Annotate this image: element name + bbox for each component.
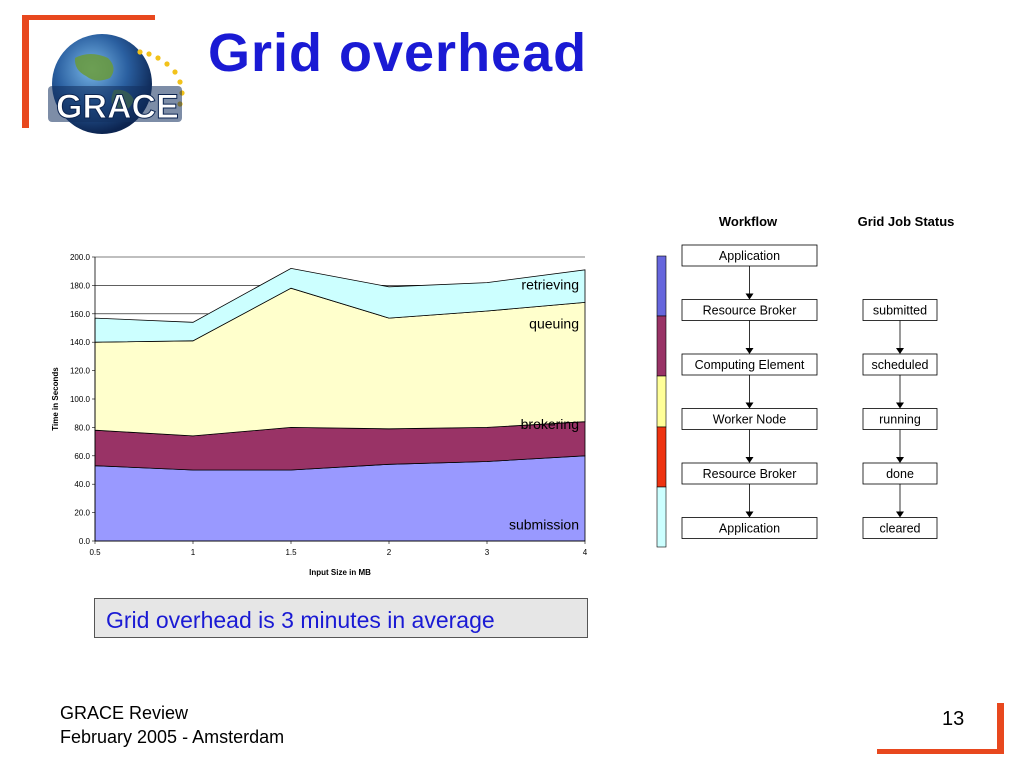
status-arrowhead	[896, 348, 904, 354]
workflow-box-label: Application	[719, 249, 780, 263]
chart-y-tick-label: 20.0	[74, 509, 90, 518]
chart-areas	[94, 267, 586, 542]
chart-y-tick-label: 160.0	[70, 310, 91, 319]
workflow-arrowhead	[745, 402, 754, 409]
workflow-header: Workflow	[719, 214, 778, 229]
workflow-diagram: Workflow Grid Job Status Application Reso…	[656, 214, 955, 548]
chart-x-tick-labels: 0.5 1 1.5 2 3 4	[89, 548, 587, 557]
chart-y-tick-label: 0.0	[79, 537, 91, 546]
workflow-box-label: Resource Broker	[703, 467, 797, 481]
status-bar-segment	[656, 315, 667, 377]
chart-y-axis-label: Time in Seconds	[51, 367, 60, 431]
status-arrowhead	[896, 402, 904, 409]
chart-series-labels: submission brokering queuing retrieving	[509, 277, 579, 533]
chart-series-label-queuing: queuing	[529, 316, 579, 332]
workflow-box-label: Application	[719, 522, 780, 536]
page-number: 13	[942, 708, 965, 730]
status-arrowhead	[896, 457, 904, 463]
footer-date-location: February 2005 - Amsterdam	[60, 727, 285, 747]
workflow-box	[681, 517, 818, 539]
chart-y-tick-label: 140.0	[70, 338, 91, 347]
status-box-label: scheduled	[872, 358, 929, 372]
chart-y-tick-label: 60.0	[74, 452, 90, 461]
status-box-label: running	[879, 413, 921, 427]
status-bar-segment	[656, 375, 667, 428]
chart-x-tick-label: 1	[191, 548, 196, 557]
chart-y-tick-label: 80.0	[74, 423, 90, 432]
callout-text: Grid overhead is 3 minutes in average	[106, 607, 495, 633]
chart-x-tick-label: 1.5	[285, 548, 297, 557]
chart-series-label-submission: submission	[509, 517, 579, 533]
status-box-label: submitted	[873, 304, 927, 318]
status-color-bar	[656, 255, 667, 548]
status-arrowhead	[896, 511, 904, 518]
workflow-box-label: Resource Broker	[703, 304, 797, 318]
chart-x-tick-label: 3	[485, 548, 490, 557]
slide-title: Grid overhead	[208, 23, 588, 83]
callout-box: Grid overhead is 3 minutes in average	[94, 598, 588, 638]
chart-y-tick-label: 120.0	[70, 367, 91, 376]
chart-y-tick-label: 100.0	[70, 395, 91, 404]
chart-area-queuing	[94, 287, 586, 437]
status-header: Grid Job Status	[858, 214, 955, 229]
chart-x-tick-label: 4	[583, 548, 588, 557]
status-bar-segment	[656, 255, 667, 317]
status-bar-segment	[656, 486, 667, 548]
chart-x-axis-label: Input Size in MB	[309, 568, 371, 577]
chart-series-label-brokering: brokering	[521, 416, 579, 432]
logo-text: GRACE	[56, 88, 179, 126]
chart-x-tick-label: 0.5	[89, 548, 101, 557]
corner-bracket-bottom-vertical	[997, 703, 1004, 754]
status-box	[862, 517, 938, 539]
stacked-area-chart: 0.0 20.0 40.0 60.0 80.0 100.0 120.0 140.0 160.0 1…	[51, 253, 588, 577]
workflow-arrowhead	[745, 348, 754, 354]
footer-event: GRACE Review	[60, 703, 189, 723]
chart-area-retrieving	[94, 267, 586, 343]
chart-x-tick-label: 2	[387, 548, 392, 557]
corner-bracket-bottom-horizontal	[877, 749, 1004, 754]
workflow-box-label: Computing Element	[695, 358, 805, 372]
status-box-label: done	[886, 467, 914, 481]
status-bar-segment	[656, 426, 667, 488]
corner-bracket-top-horizontal	[22, 15, 155, 20]
workflow-column: Application Resource Broker Computing Elem…	[681, 244, 818, 539]
status-box-label: cleared	[880, 522, 921, 536]
chart-y-tick-label: 180.0	[70, 281, 91, 290]
workflow-arrowhead	[745, 511, 754, 518]
chart-y-tick-label: 200.0	[70, 253, 91, 262]
chart-y-tick-labels: 0.0 20.0 40.0 60.0 80.0 100.0 120.0 140.0 160.0 1…	[70, 253, 91, 546]
grace-logo: GRACE	[48, 34, 185, 134]
status-column: submitted scheduled running done cleared	[862, 299, 938, 539]
workflow-arrowhead	[745, 457, 754, 463]
chart-y-tick-label: 40.0	[74, 480, 90, 489]
workflow-arrowhead	[745, 293, 754, 300]
workflow-box-label: Worker Node	[713, 413, 786, 427]
chart-axes	[94, 257, 586, 544]
corner-bracket-top-vertical	[22, 15, 29, 128]
chart-series-label-retrieving: retrieving	[521, 277, 579, 293]
